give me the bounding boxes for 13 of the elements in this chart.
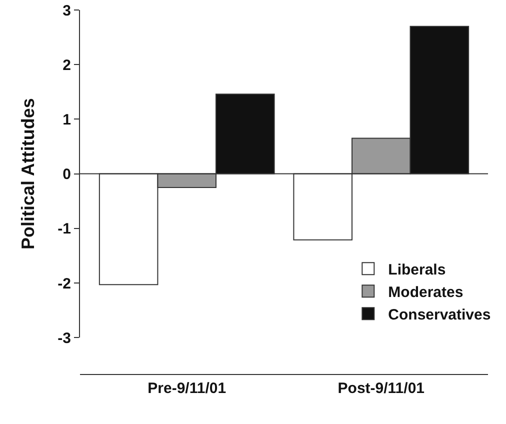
y-axis-title: Political Attitudes xyxy=(18,98,38,250)
legend-label: Liberals xyxy=(388,261,446,278)
y-tick-label: 2 xyxy=(62,56,71,74)
legend-label: Conservatives xyxy=(388,306,491,324)
legend-label: Moderates xyxy=(388,284,464,301)
y-tick-label: 0 xyxy=(62,166,71,184)
y-tick-label: -2 xyxy=(58,275,71,292)
y-tick-label: -1 xyxy=(58,220,71,238)
x-tick-label: Post-9/11/01 xyxy=(338,380,424,397)
y-tick-label: 3 xyxy=(62,2,71,20)
y-tick-label: 1 xyxy=(62,111,71,128)
y-tick-label: -3 xyxy=(58,330,71,347)
x-tick-label: Pre-9/11/01 xyxy=(148,380,226,397)
